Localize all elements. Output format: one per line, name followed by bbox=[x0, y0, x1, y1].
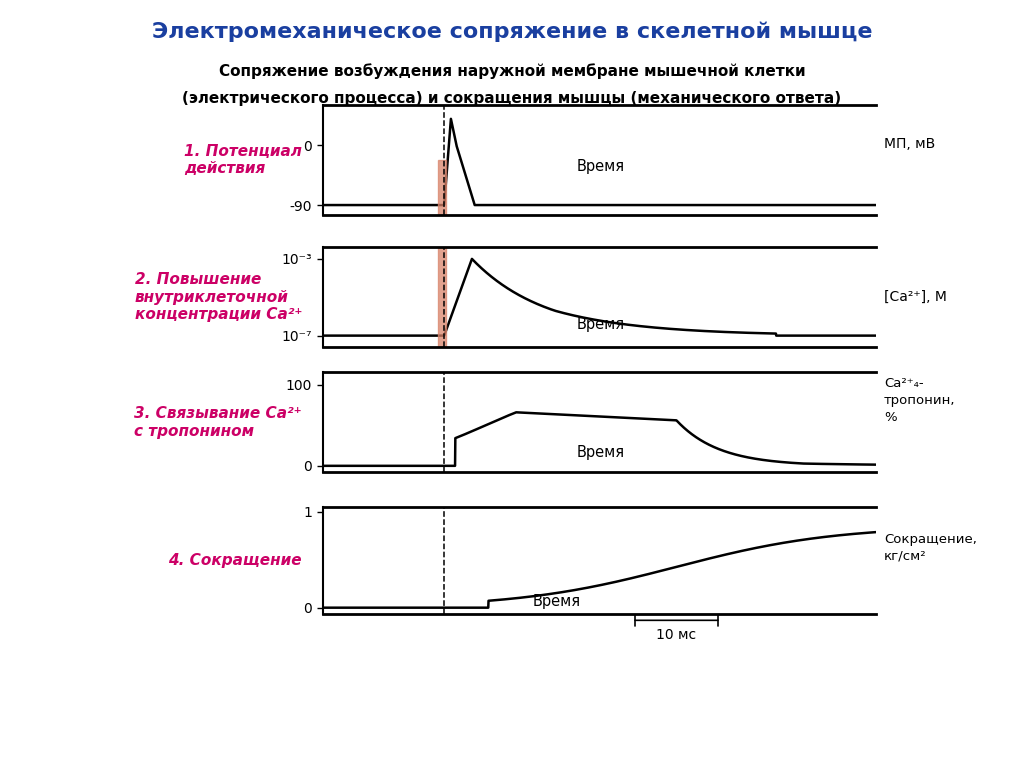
Text: 2. Повышение
внутриклеточной
концентрации Са²⁺: 2. Повышение внутриклеточной концентраци… bbox=[135, 273, 302, 322]
Text: [Ca²⁺], М: [Ca²⁺], М bbox=[884, 290, 947, 304]
Text: МП, мВ: МП, мВ bbox=[884, 137, 935, 151]
Text: Время: Время bbox=[577, 317, 625, 333]
Text: 4. Сокращение: 4. Сокращение bbox=[169, 553, 302, 568]
Text: Сопряжение возбуждения наружной мембране мышечной клетки: Сопряжение возбуждения наружной мембране… bbox=[219, 63, 805, 78]
Text: Ca²⁺₄-
тропонин,
%: Ca²⁺₄- тропонин, % bbox=[884, 377, 955, 424]
Text: (электрического процесса) и сокращения мышцы (механического ответа): (электрического процесса) и сокращения м… bbox=[182, 91, 842, 106]
Text: Время: Время bbox=[532, 594, 581, 609]
Text: 1. Потенциал
действия: 1. Потенциал действия bbox=[184, 144, 302, 177]
Text: 3. Связывание Са²⁺
с тропонином: 3. Связывание Са²⁺ с тропонином bbox=[134, 406, 302, 439]
Text: Время: Время bbox=[577, 159, 625, 174]
Bar bbox=[437, 247, 445, 347]
Text: Электромеханическое сопряжение в скелетной мышце: Электромеханическое сопряжение в скелетн… bbox=[152, 22, 872, 42]
Text: Сокращение,
кг/см²: Сокращение, кг/см² bbox=[884, 533, 977, 563]
Bar bbox=[437, 160, 445, 215]
Text: Время: Время bbox=[577, 445, 625, 460]
Text: 10 мс: 10 мс bbox=[656, 628, 696, 642]
